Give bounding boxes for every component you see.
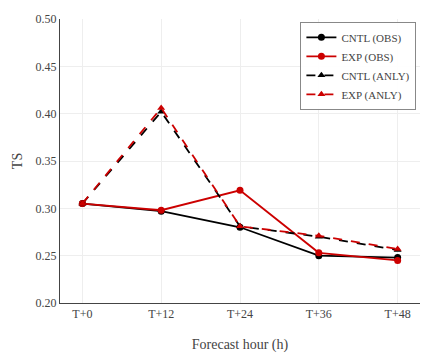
svg-text:TS: TS	[10, 153, 25, 169]
svg-text:0.50: 0.50	[36, 12, 57, 26]
svg-text:0.25: 0.25	[36, 249, 57, 263]
svg-text:CNTL (OBS): CNTL (OBS)	[341, 32, 401, 45]
svg-text:0.20: 0.20	[36, 296, 57, 310]
svg-text:CNTL (ANLY): CNTL (ANLY)	[341, 70, 409, 83]
svg-text:Forecast hour (h): Forecast hour (h)	[192, 337, 289, 353]
svg-text:T+12: T+12	[148, 307, 174, 321]
svg-text:T+48: T+48	[385, 307, 411, 321]
svg-text:T+36: T+36	[306, 307, 332, 321]
svg-text:T+0: T+0	[72, 307, 92, 321]
svg-text:0.40: 0.40	[36, 107, 57, 121]
svg-text:T+24: T+24	[227, 307, 253, 321]
svg-text:0.35: 0.35	[36, 154, 57, 168]
svg-text:0.45: 0.45	[36, 60, 57, 74]
svg-text:EXP (ANLY): EXP (ANLY)	[341, 89, 401, 102]
svg-text:EXP (OBS): EXP (OBS)	[341, 51, 393, 64]
svg-text:0.30: 0.30	[36, 202, 57, 216]
